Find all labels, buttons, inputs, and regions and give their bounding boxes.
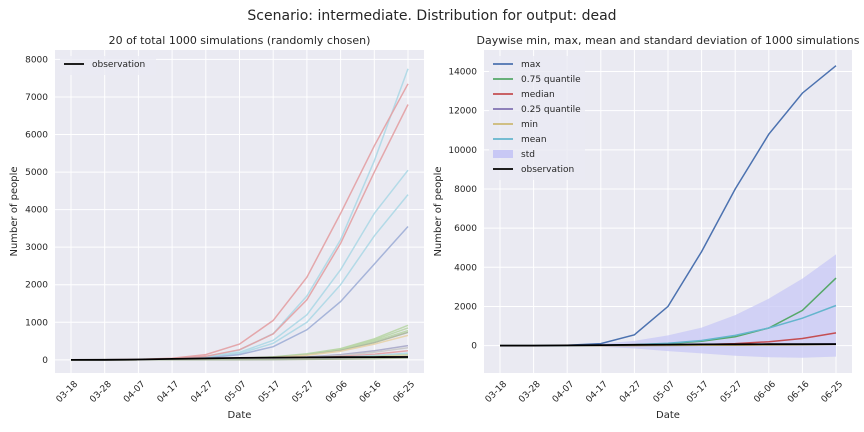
right-chart-title: Daywise min, max, mean and standard devi… <box>477 34 860 47</box>
left-x-axis-label: Date <box>228 410 252 421</box>
right-chart-panel: 0 2000 4000 6000 8000 10000 12000 14000 03-18 03-… <box>433 34 860 421</box>
left-x-tick-label: 06-25 <box>392 379 418 405</box>
right-y-tick-label: 12000 <box>448 107 477 117</box>
left-legend-box <box>60 56 156 75</box>
left-y-tick-label: 6000 <box>25 131 48 141</box>
right-legend-swatch-std <box>493 150 513 158</box>
right-legend-label: min <box>521 120 538 130</box>
left-x-tick-label: 03-18 <box>55 379 81 405</box>
right-x-tick-label: 05-27 <box>719 379 745 405</box>
left-x-tick-label: 06-16 <box>358 379 384 405</box>
left-chart-title: 20 of total 1000 simulations (randomly c… <box>109 34 371 47</box>
right-legend-label: 0.25 quantile <box>521 105 581 115</box>
right-y-tick-label: 0 <box>471 342 477 352</box>
right-legend-label: observation <box>521 165 574 175</box>
right-y-tick-label: 8000 <box>454 185 477 195</box>
right-legend-label: 0.75 quantile <box>521 75 581 85</box>
left-legend-label: observation <box>92 60 145 70</box>
right-y-tick-label: 2000 <box>454 302 477 312</box>
right-x-tick-label: 06-25 <box>820 379 846 405</box>
left-x-tick-label: 05-27 <box>291 379 317 405</box>
right-legend-label: std <box>521 150 535 160</box>
right-x-tick-label: 06-16 <box>786 379 812 405</box>
right-y-tick-label: 10000 <box>448 146 477 156</box>
figure-suptitle: Scenario: intermediate. Distribution for… <box>247 8 616 24</box>
right-y-tick-label: 4000 <box>454 263 477 273</box>
left-y-tick-label: 8000 <box>25 55 48 65</box>
left-y-axis-label: Number of people <box>9 166 20 256</box>
right-x-tick-label: 04-07 <box>551 379 577 405</box>
left-y-tick-label: 5000 <box>25 168 48 178</box>
left-y-tick-label: 1000 <box>25 318 48 328</box>
left-x-tick-label: 04-17 <box>156 379 182 405</box>
right-x-tick-label: 04-17 <box>584 379 610 405</box>
right-x-axis-label: Date <box>656 410 680 421</box>
right-x-tick-label: 04-27 <box>618 379 644 405</box>
right-x-tick-label: 03-18 <box>484 379 510 405</box>
left-x-tick-label: 05-07 <box>223 379 249 405</box>
left-x-tick-label: 05-17 <box>257 379 283 405</box>
right-legend-label: median <box>521 90 555 100</box>
right-y-axis-label: Number of people <box>433 166 444 256</box>
right-legend-label: max <box>521 60 541 70</box>
right-series-line-observation <box>500 343 837 347</box>
left-y-tick-label: 0 <box>42 356 48 366</box>
left-chart-panel: 0 1000 2000 3000 4000 5000 6000 7000 8000 03-18 03… <box>9 34 424 421</box>
left-y-tick-label: 4000 <box>25 206 48 216</box>
right-y-tick-label: 6000 <box>454 224 477 234</box>
left-y-tick-label: 3000 <box>25 243 48 253</box>
left-x-tick-label: 03-28 <box>88 379 114 405</box>
left-x-tick-label: 06-06 <box>324 379 350 405</box>
left-x-tick-label: 04-27 <box>189 379 215 405</box>
right-x-tick-label: 05-17 <box>685 379 711 405</box>
right-x-tick-label: 05-07 <box>652 379 678 405</box>
right-y-tick-label: 14000 <box>448 68 477 78</box>
right-legend-box <box>489 56 585 180</box>
right-legend-label: mean <box>521 135 547 145</box>
left-x-tick-label: 04-07 <box>122 379 148 405</box>
left-y-tick-label: 2000 <box>25 281 48 291</box>
right-x-tick-label: 03-28 <box>517 379 543 405</box>
right-x-tick-label: 06-06 <box>752 379 778 405</box>
left-y-tick-label: 7000 <box>25 93 48 103</box>
left-series-line-observation <box>70 356 409 361</box>
